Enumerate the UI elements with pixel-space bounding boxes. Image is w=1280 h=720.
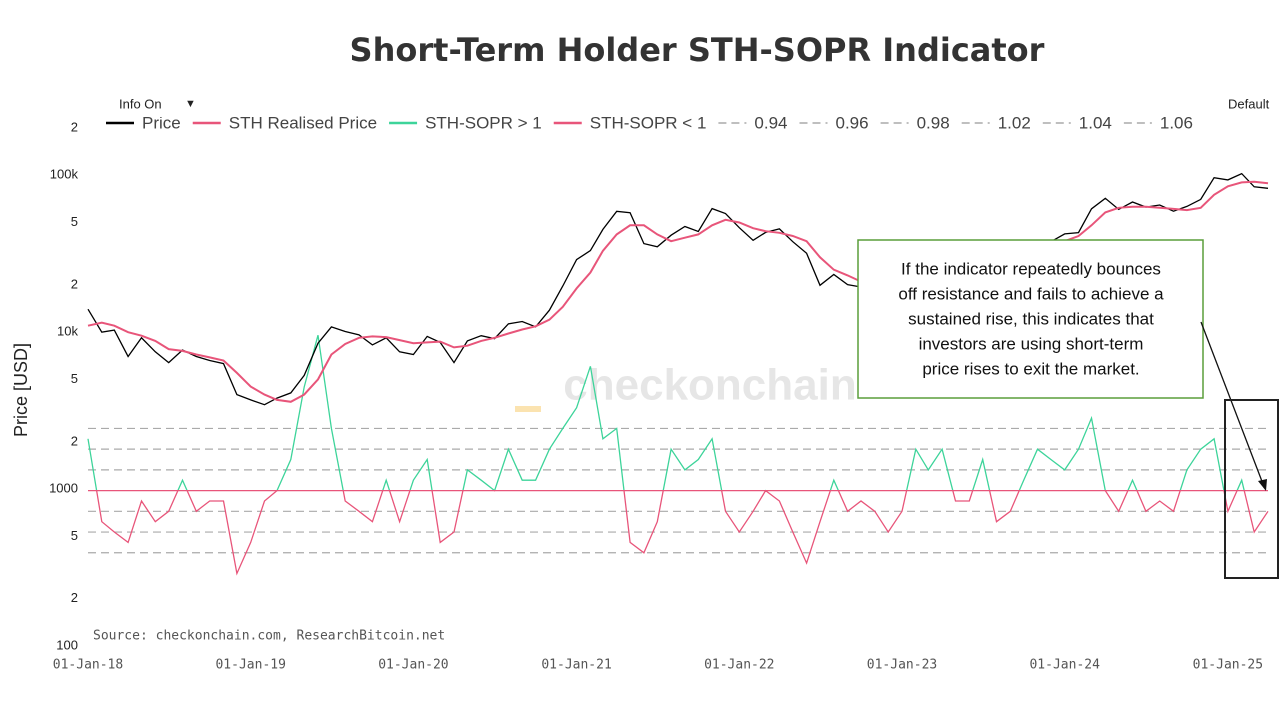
series-line (87, 180, 1269, 403)
x-tick-label: 01-Jan-22 (704, 658, 774, 673)
legend-label: 1.02 (998, 113, 1031, 132)
y-tick-label: 5 (71, 214, 78, 229)
default-button[interactable] (1216, 92, 1280, 132)
legend: Price STH Realised Price STH-SOPR > 1 STH-S… (106, 113, 1193, 132)
y-tick-label: 10k (57, 324, 78, 339)
x-tick-label: 01-Jan-20 (378, 658, 448, 673)
x-tick-label: 01-Jan-23 (867, 658, 937, 673)
watermark-bar (515, 406, 541, 412)
x-tick-label: 01-Jan-21 (541, 658, 611, 673)
x-tick-label: 01-Jan-19 (215, 658, 285, 673)
watermark: checkonchain (563, 361, 856, 410)
default-button-label: Default (1228, 96, 1270, 111)
legend-label: 0.98 (917, 113, 950, 132)
legend-label: 1.04 (1079, 113, 1112, 132)
legend-label: Price (142, 113, 181, 132)
x-tick-label: 01-Jan-24 (1029, 658, 1100, 673)
y-axis-label: Price [USD] (11, 343, 31, 437)
y-tick-label: 100 (56, 637, 78, 652)
legend-label: STH-SOPR > 1 (425, 113, 542, 132)
y-tick-label: 2 (71, 590, 78, 605)
y-tick-label: 1000 (49, 481, 78, 496)
y-tick-label: 2 (71, 433, 78, 448)
plot-area: checkonchain (87, 172, 1269, 576)
y-tick-label: 5 (71, 371, 78, 386)
annotation-text: investors are using short-term (919, 334, 1144, 353)
annotation-text: off resistance and fails to achieve a (898, 284, 1164, 303)
x-tick-label: 01-Jan-18 (53, 658, 123, 673)
annotation-text: sustained rise, this indicates that (908, 309, 1154, 328)
x-tick-label: 01-Jan-25 (1193, 658, 1263, 673)
sopr-above-line (87, 335, 1245, 491)
info-button-arrow: ▼ (185, 98, 196, 110)
legend-label: STH Realised Price (229, 113, 377, 132)
legend-label: 0.96 (836, 113, 869, 132)
legend-label: 0.94 (754, 113, 787, 132)
info-button[interactable] (107, 92, 205, 117)
legend-label: 1.06 (1160, 113, 1193, 132)
source-note: Source: checkonchain.com, ResearchBitcoi… (93, 629, 445, 644)
annotation-arrowhead (1258, 479, 1267, 491)
y-tick-label: 5 (71, 528, 78, 543)
annotation-text: price rises to exit the market. (922, 359, 1139, 378)
info-button-label: Info On (119, 96, 162, 111)
chart-title: Short-Term Holder STH-SOPR Indicator (350, 31, 1045, 69)
y-tick-label: 100k (50, 167, 79, 182)
y-tick-label: 2 (71, 276, 78, 291)
series-line (87, 172, 1269, 406)
annotation-arrow (1200, 321, 1264, 485)
legend-label: STH-SOPR < 1 (590, 113, 707, 132)
annotation-box (857, 239, 1204, 399)
highlight-box (1224, 399, 1279, 579)
annotation-text: If the indicator repeatedly bounces (901, 259, 1161, 278)
y-tick-label: 2 (71, 119, 78, 134)
